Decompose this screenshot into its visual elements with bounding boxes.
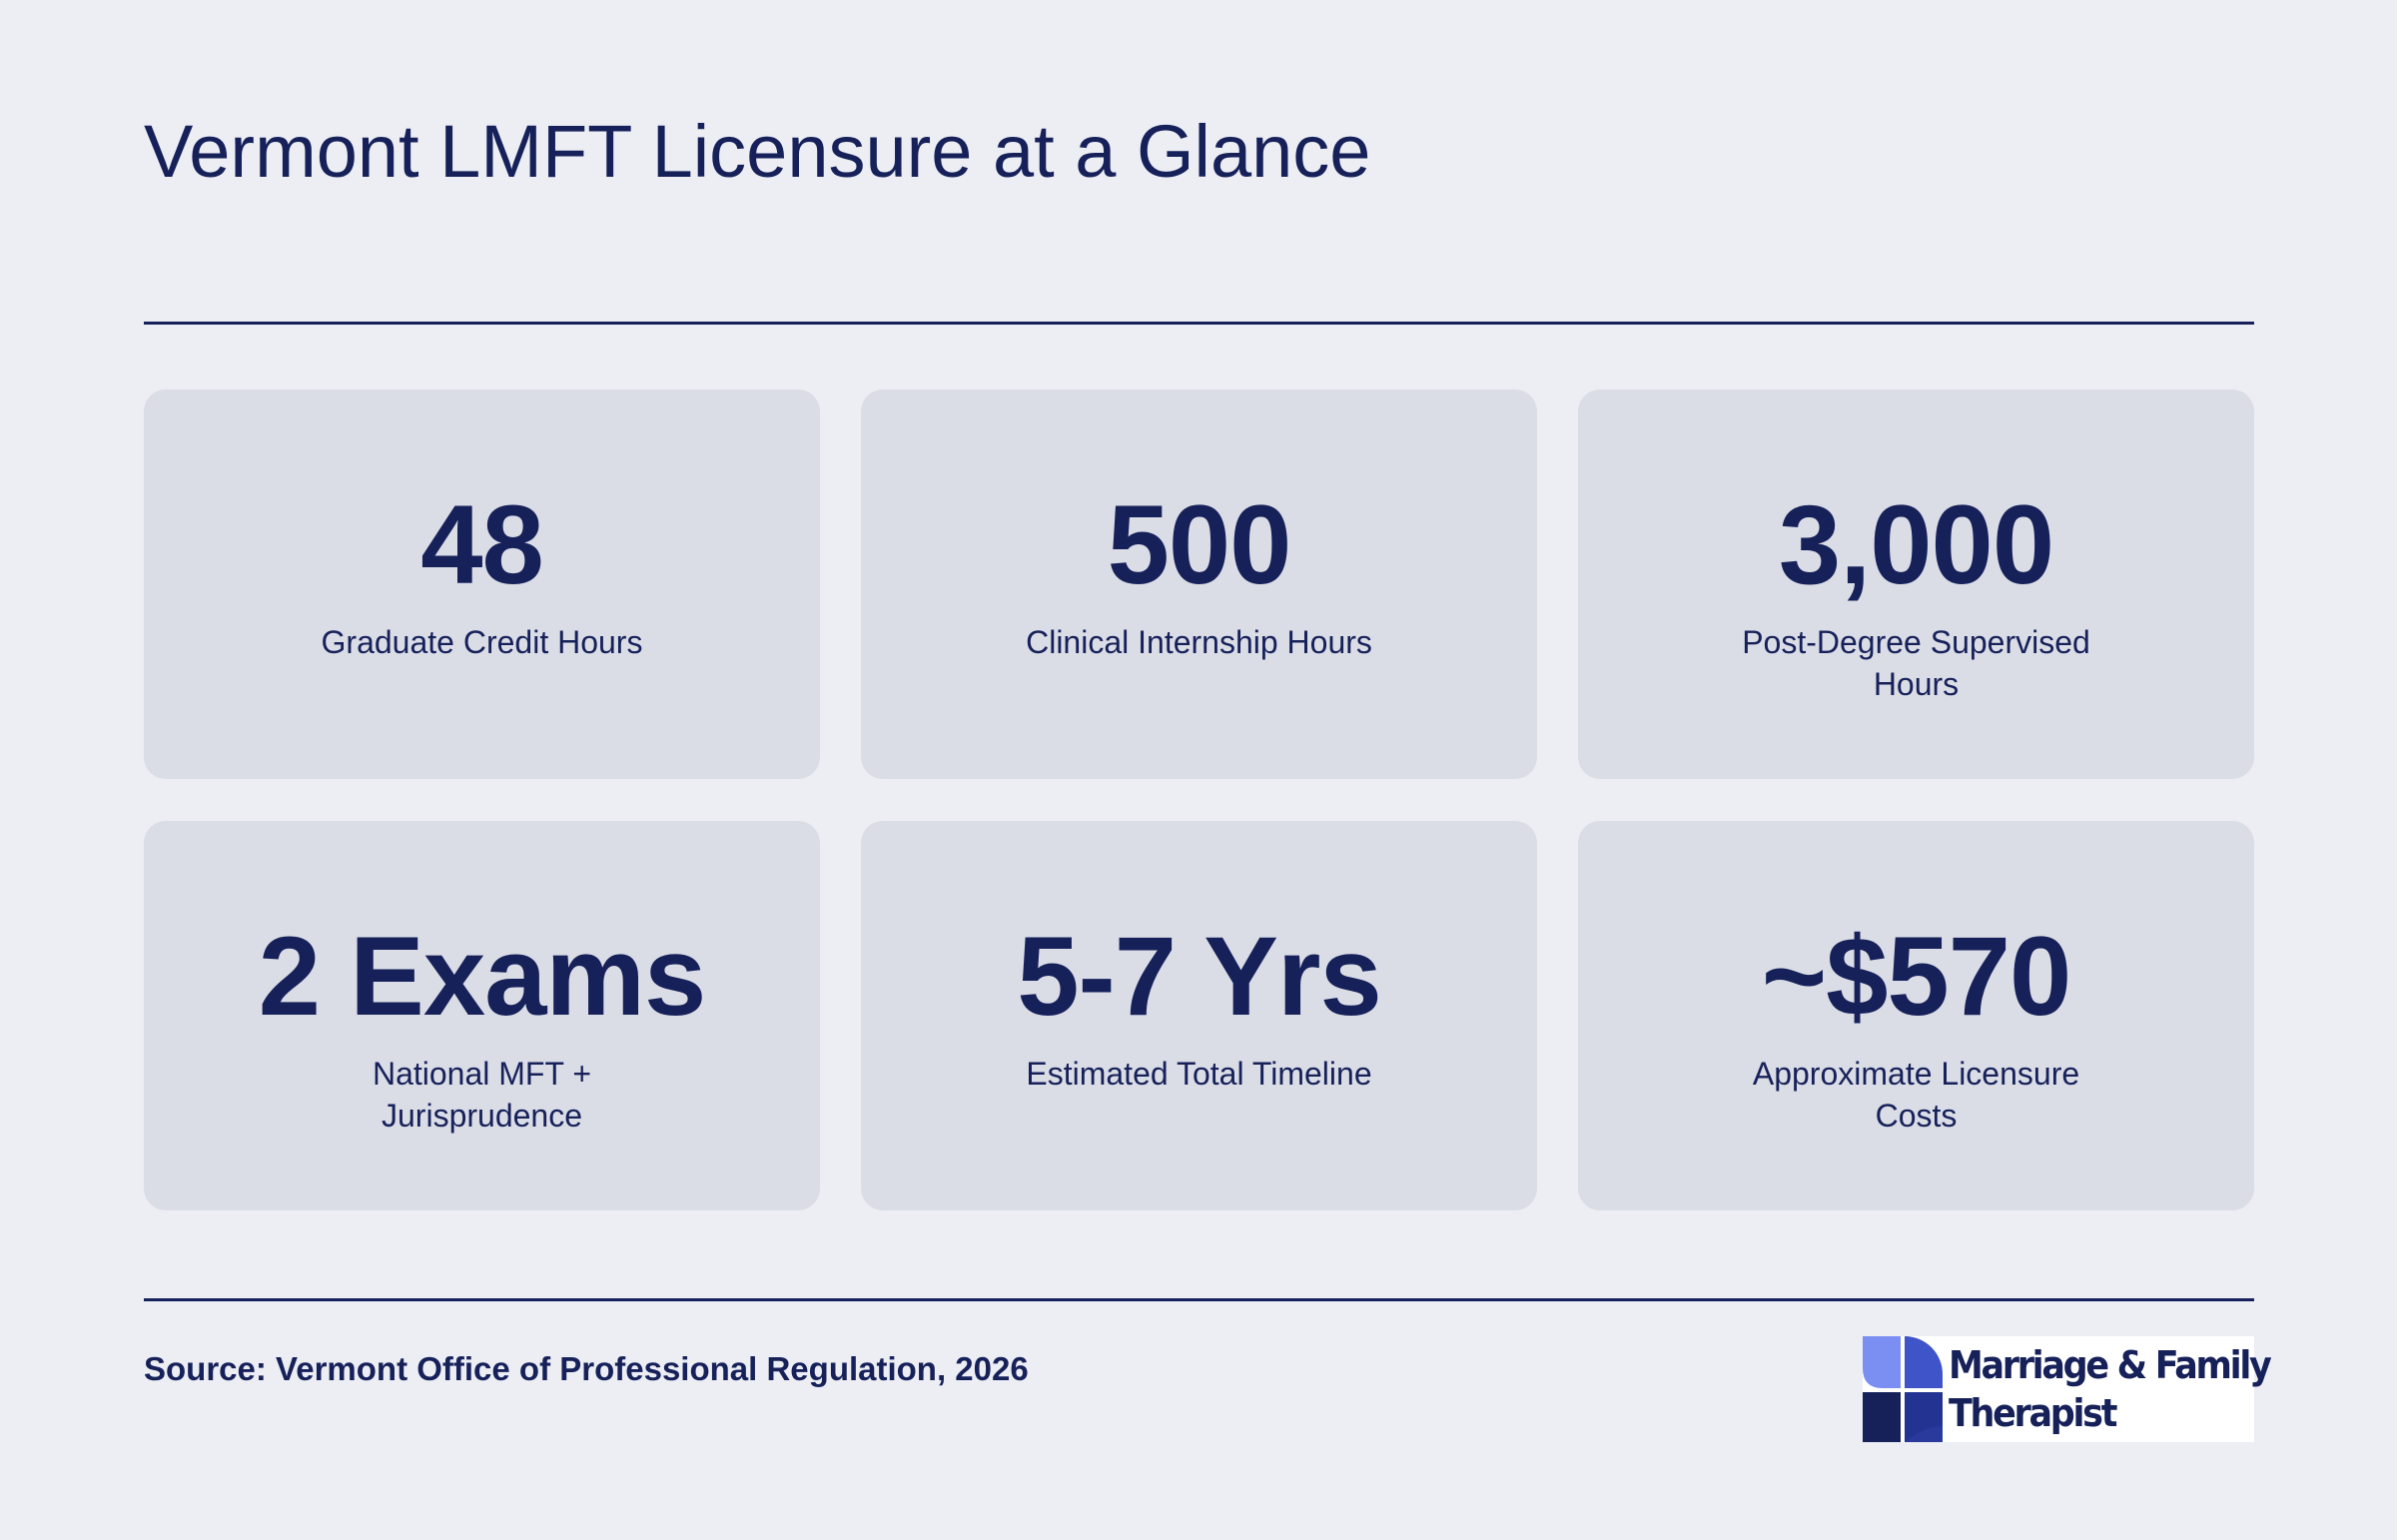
stat-value: 2 Exams — [258, 914, 707, 1039]
stat-label: National MFT + Jurisprudence — [372, 1056, 592, 1134]
stat-card-costs: ~$570 Approximate Licensure Costs — [1578, 821, 2254, 1210]
logo-wordmark: Marriage & Family Therapist — [1949, 1341, 2272, 1437]
source-citation: Source: Vermont Office of Professional R… — [144, 1350, 1029, 1387]
top-divider — [144, 322, 2254, 325]
stat-card-exams: 2 Exams National MFT + Jurisprudence — [144, 821, 820, 1210]
stat-value: ~$570 — [1761, 914, 2072, 1039]
page-title: Vermont LMFT Licensure at a Glance — [144, 110, 1371, 193]
stat-value: 3,000 — [1778, 482, 2054, 607]
stat-label: Estimated Total Timeline — [1026, 1056, 1372, 1092]
stat-value: 500 — [1107, 482, 1292, 607]
stats-grid: 48 Graduate Credit Hours 500 Clinical In… — [144, 389, 2254, 1210]
stat-card-timeline: 5-7 Yrs Estimated Total Timeline — [861, 821, 1537, 1210]
stat-label: Clinical Internship Hours — [1026, 624, 1372, 660]
stat-label: Post-Degree Supervised Hours — [1742, 624, 2090, 702]
logo-line-2: Therapist — [1949, 1391, 2117, 1435]
stat-value: 48 — [420, 482, 544, 607]
bottom-divider — [144, 1298, 2254, 1301]
stat-card-credit-hours: 48 Graduate Credit Hours — [144, 389, 820, 779]
logo-line-1: Marriage & Family — [1949, 1343, 2272, 1387]
stat-value: 5-7 Yrs — [1017, 914, 1382, 1039]
brand-logo: Marriage & Family Therapist — [1863, 1336, 2272, 1442]
stat-label: Graduate Credit Hours — [321, 624, 643, 660]
stat-card-internship-hours: 500 Clinical Internship Hours — [861, 389, 1537, 779]
stat-card-supervised-hours: 3,000 Post-Degree Supervised Hours — [1578, 389, 2254, 779]
pinwheel-logo-icon — [1863, 1336, 1943, 1442]
stat-label: Approximate Licensure Costs — [1752, 1056, 2080, 1134]
